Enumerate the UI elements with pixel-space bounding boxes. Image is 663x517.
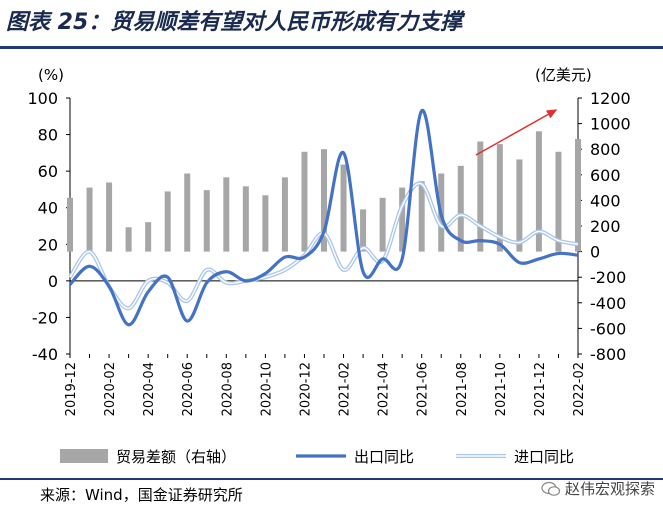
x-tick-label: 2020-06: [181, 362, 196, 416]
trade-balance-bar: [418, 181, 425, 252]
footer-rule: [0, 478, 663, 480]
wechat-icon: [541, 481, 561, 496]
trade-balance-bar: [516, 159, 523, 252]
line-series: [68, 109, 579, 327]
trade-balance-bar: [242, 186, 249, 252]
right-tick-label: -800: [590, 345, 626, 364]
x-tick-label: 2019-12: [64, 362, 79, 416]
trade-balance-bar: [321, 149, 327, 252]
legend-export-label: 出口同比: [354, 448, 414, 466]
trade-balance-bar: [457, 165, 464, 252]
legend-bar-label: 贸易差额（右轴）: [116, 448, 236, 466]
x-tick-label: 2022-02: [572, 362, 587, 416]
right-tick-label: 200: [590, 217, 621, 236]
left-tick-label: 40: [38, 199, 58, 218]
trade-balance-bar: [477, 141, 484, 252]
trade-balance-bar: [301, 151, 308, 252]
x-tick-label: 2021-04: [377, 362, 392, 416]
watermark: 赵伟宏观探索: [541, 478, 655, 499]
right-tick-label: -600: [590, 319, 626, 338]
trade-balance-bar: [262, 195, 269, 252]
chart-title: 图表 25：贸易顺差有望对人民币形成有力支撑: [6, 10, 463, 35]
left-tick-label: 100: [27, 89, 58, 108]
left-tick-label: 20: [38, 235, 58, 254]
left-tick-label: 0: [48, 272, 58, 291]
chart: 100806040200-20-40120010008006004002000-…: [27, 66, 630, 466]
trend-arrow: [475, 109, 558, 156]
trade-balance-bar: [360, 209, 367, 252]
x-tick-label: 2021-12: [533, 362, 548, 416]
legend: 贸易差额（右轴） 出口同比 进口同比: [60, 448, 574, 466]
right-tick-label: 800: [590, 140, 621, 159]
trade-balance-bar: [340, 164, 347, 252]
legend-import-label: 进口同比: [514, 448, 574, 466]
trade-balance-bar: [223, 177, 230, 252]
left-tick-label: 60: [38, 162, 58, 181]
trade-balance-bar: [379, 197, 386, 252]
trade-balance-bar: [164, 191, 171, 252]
right-tick-label: -200: [590, 268, 626, 287]
source-note: 来源：Wind，国金证券研究所: [40, 486, 243, 504]
bar-series: [67, 131, 581, 252]
trade-balance-bar: [399, 187, 406, 252]
trade-balance-bar: [496, 144, 503, 252]
x-tick-label: 2020-12: [298, 362, 313, 416]
trade-balance-bar: [125, 227, 132, 252]
right-tick-label: 1000: [590, 115, 631, 134]
trade-balance-bar: [67, 197, 73, 252]
x-tick-label: 2021-08: [455, 362, 470, 416]
trade-balance-bar: [203, 190, 210, 252]
trade-balance-bar: [184, 173, 191, 252]
title-rule: [0, 46, 663, 49]
right-tick-label: 1200: [590, 89, 631, 108]
left-tick-label: 80: [38, 126, 58, 145]
right-tick-label: 0: [590, 243, 600, 262]
axes: 100806040200-20-40120010008006004002000-…: [27, 66, 630, 416]
x-tick-label: 2020-04: [142, 362, 157, 416]
left-tick-label: -20: [32, 308, 58, 327]
trade-balance-bar: [86, 187, 93, 252]
export-yoy-line: [68, 109, 579, 327]
x-tick-label: 2020-02: [103, 362, 118, 416]
x-tick-label: 2021-10: [494, 362, 509, 416]
right-tick-label: 600: [590, 166, 621, 185]
trade-balance-bar: [145, 222, 152, 252]
left-axis-label: (%): [38, 66, 64, 84]
x-tick-label: 2021-02: [338, 362, 353, 416]
x-tick-label: 2021-06: [416, 362, 431, 416]
right-tick-label: -400: [590, 294, 626, 313]
right-axis-label: (亿美元): [535, 66, 592, 84]
x-tick-label: 2020-10: [259, 362, 274, 416]
right-tick-label: 400: [590, 191, 621, 210]
trade-balance-bar: [555, 151, 562, 252]
trade-balance-bar: [281, 177, 288, 252]
left-tick-label: -40: [32, 345, 58, 364]
legend-bar-swatch: [60, 449, 108, 463]
watermark-text: 赵伟宏观探索: [564, 480, 655, 498]
trade-balance-bar: [535, 131, 542, 252]
x-tick-label: 2020-08: [220, 362, 235, 416]
trade-balance-bar: [106, 182, 113, 252]
trade-balance-bar: [575, 138, 581, 252]
